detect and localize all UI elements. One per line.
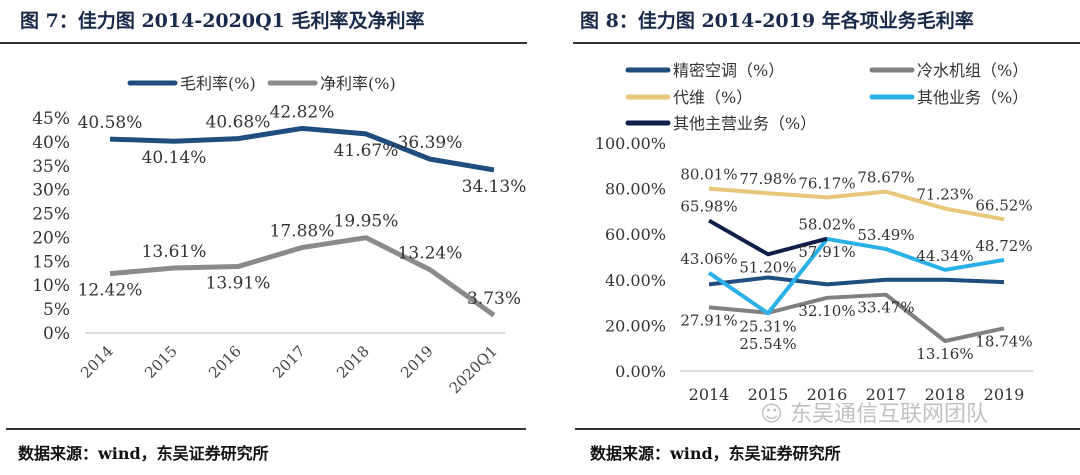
data-label: 17.88% [270,222,335,242]
series-line-0 [109,125,495,173]
y-tick-label: 10% [32,276,70,296]
series-line-3 [707,236,1005,316]
y-tick-label: 45% [32,109,70,129]
source-note-left: 数据来源：wind，东吴证券研究所 [18,444,269,463]
watermark: ☺ 东吴通信互联网团队 [760,404,988,426]
x-tick-label: 2014 [689,385,730,404]
y-tick-label: 0.00% [615,362,666,381]
y-tick-label: 30% [32,181,70,201]
y-tick-label: 15% [32,252,70,272]
data-label: 53.49% [857,226,914,244]
y-tick-label: 25% [32,205,70,225]
legend-label: 代维（%） [673,88,752,107]
x-tick-label: 2017 [866,385,907,404]
x-tick-label: 2018 [925,385,966,404]
data-label: 27.91% [680,311,737,329]
chart-8-title: 图 8：佳力图 2014-2019 年各项业务毛利率 [580,10,974,32]
legend-label: 精密空调（%） [673,61,784,80]
legend-label: 其他主营业务（%） [673,114,816,133]
x-tick-label: 2019 [397,342,437,382]
data-label: 41.67% [334,141,399,161]
legend-label: 其他业务（%） [917,88,1028,107]
data-label: 77.98% [739,170,796,188]
legend-label: 净利率(%) [320,74,396,93]
x-tick-label: 2014 [77,342,117,382]
series-line-2 [708,186,1005,222]
data-label: 42.82% [270,102,335,122]
y-tick-label: 0% [43,324,70,344]
source-note-right: 数据来源：wind，东吴证券研究所 [590,444,841,463]
x-tick-label: 2018 [333,342,373,382]
x-tick-label: 2015 [141,342,181,382]
data-label: 3.73% [467,289,521,309]
data-label: 36.39% [398,133,463,153]
data-label: 40.58% [78,113,143,133]
title-divider-right [573,42,1080,44]
y-tick-label: 20% [32,228,70,248]
data-label: 13.91% [206,274,271,294]
y-tick-label: 80.00% [605,180,666,199]
data-label: 13.24% [398,244,463,264]
watermark-text: 东吴通信互联网团队 [789,402,988,427]
chart-7-title: 图 7：佳力图 2014-2020Q1 毛利率及净利率 [20,10,425,32]
data-label: 33.47% [857,299,914,317]
data-label: 13.16% [916,345,973,363]
y-tick-label: 40.00% [605,271,666,290]
data-label: 25.31% [739,317,796,335]
data-label: 57.91% [798,243,855,261]
y-tick-label: 20.00% [605,316,666,335]
data-label: 34.13% [462,177,527,197]
data-label: 65.98% [680,198,737,216]
legend-label: 冷水机组（%） [917,61,1028,80]
data-label: 18.74% [975,332,1032,350]
data-label: 40.68% [206,113,271,133]
title-divider-left [0,42,527,44]
x-tick-label: 2016 [205,342,245,382]
data-label: 58.02% [798,216,855,234]
data-label: 40.14% [142,148,207,168]
x-tick-label: 2019 [984,385,1025,404]
footer-divider-left [6,428,526,430]
legend-label: 毛利率(%) [180,74,256,93]
series-line-1 [109,235,496,318]
data-label: 32.10% [798,302,855,320]
data-label: 44.34% [916,247,973,265]
data-label: 76.17% [798,174,855,192]
x-tick-label: 2017 [269,342,309,382]
data-label: 43.06% [680,250,737,268]
x-tick-label: 2020Q1 [446,342,501,397]
data-label: 19.95% [334,212,399,232]
x-tick-label: 2015 [748,385,789,404]
data-label: 80.01% [680,166,737,184]
data-label: 66.52% [975,196,1032,214]
data-label: 71.23% [916,186,973,204]
series-line-0 [708,275,1005,287]
series-line-4 [708,218,828,257]
data-label: 51.20% [739,258,796,276]
series-line-1 [708,292,1005,343]
y-tick-label: 40% [32,133,70,153]
data-label: 13.61% [142,242,207,262]
data-label: 12.42% [78,281,143,301]
data-label: 25.54% [739,335,796,353]
y-tick-label: 5% [43,300,70,320]
footer-divider-right [575,428,1080,430]
data-label: 78.67% [857,169,914,187]
wechat-icon: ☺ [760,402,790,427]
y-tick-label: 60.00% [605,225,666,244]
x-tick-label: 2016 [807,385,848,404]
data-label: 48.72% [975,237,1032,255]
y-tick-label: 100.00% [595,134,666,153]
y-tick-label: 35% [32,157,70,177]
